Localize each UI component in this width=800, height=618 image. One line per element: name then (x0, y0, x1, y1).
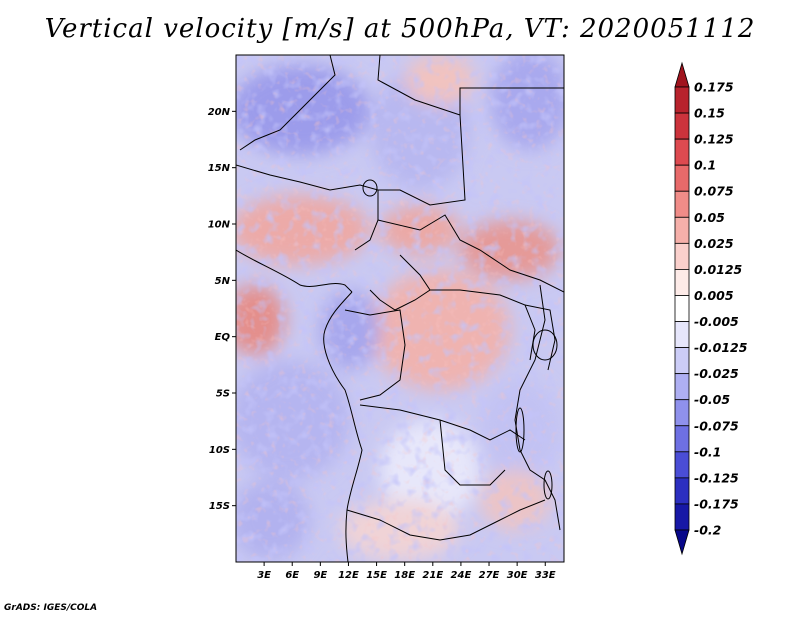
lat-tick-label: 5N (215, 276, 231, 287)
colorbar-segment (674, 164, 690, 192)
colorbar-label: -0.2 (694, 523, 721, 538)
lon-tick-label: 6E (285, 570, 299, 581)
colorbar-label: 0.025 (694, 236, 734, 251)
colorbar-segment (674, 112, 690, 140)
lat-tick-label: 10N (208, 220, 231, 231)
longitude-axis: 3E 6E 9E 12E 15E 18E 21E 24E 27E 30E 33E (257, 562, 556, 581)
colorbar-segment (674, 451, 690, 479)
colorbar-segment (674, 425, 690, 453)
colorbar-segment (674, 529, 690, 556)
map-frame (235, 54, 565, 563)
colorbar-label: 0.125 (694, 132, 734, 147)
colorbar-segment (674, 138, 690, 166)
colorbar-segment (674, 216, 690, 244)
lon-tick-label: 3E (257, 570, 271, 581)
colorbar-label: 0.075 (694, 184, 734, 199)
lon-tick-label: 27E (479, 570, 500, 581)
lat-tick-label: EQ (215, 332, 231, 343)
colorbar-label: 0.0125 (694, 262, 743, 277)
colorbar-segment (674, 61, 690, 88)
colorbar-label: -0.075 (694, 418, 739, 433)
country-borders (236, 55, 564, 562)
colorbar-segment (674, 86, 690, 114)
colorbar-segment (674, 269, 690, 296)
lakes (362, 179, 558, 500)
colorbar-segment (674, 190, 690, 218)
colorbar-segment (674, 477, 690, 505)
colorbar-segment (674, 295, 690, 322)
lat-tick-label: 10S (209, 445, 230, 456)
colorbar-label: 0.15 (694, 106, 725, 121)
colorbar-label: -0.125 (694, 470, 739, 485)
plot-title: Vertical velocity [m/s] at 500hPa, VT: 2… (44, 14, 756, 44)
lon-tick-label: 12E (338, 570, 359, 581)
colorbar-segment (674, 399, 690, 427)
colorbar-label: -0.175 (694, 496, 739, 511)
lon-tick-label: 18E (394, 570, 415, 581)
latitude-axis: 20N 15N 10N 5N EQ 5S 10S 15S (208, 107, 236, 512)
colorbar: 0.175 0.15 0.125 0.1 0.075 0.05 0.025 0.0125 0.0… (674, 61, 748, 556)
colorbar-segment (674, 242, 690, 270)
colorbar-segment (674, 503, 690, 531)
colorbar-label: 0.005 (694, 288, 734, 303)
lon-tick-label: 21E (422, 570, 443, 581)
lat-tick-label: 15N (208, 163, 231, 174)
field-texture-red (236, 55, 564, 562)
lat-tick-label: 5S (216, 389, 230, 400)
lat-tick-label: 20N (208, 107, 231, 118)
lon-tick-label: 24E (451, 570, 472, 581)
grads-credit: GrADS: IGES/COLA (4, 603, 98, 613)
colorbar-label: -0.1 (694, 444, 721, 459)
lon-tick-label: 9E (313, 570, 327, 581)
colorbar-label: -0.05 (694, 392, 730, 407)
colorbar-label: -0.025 (694, 366, 739, 381)
lon-tick-label: 30E (507, 570, 528, 581)
colorbar-label: -0.0125 (694, 340, 748, 355)
lon-tick-label: 15E (366, 570, 387, 581)
map-plot-area (236, 55, 564, 562)
colorbar-segment (674, 321, 690, 348)
colorbar-label: 0.1 (694, 158, 716, 173)
lon-tick-label: 33E (535, 570, 556, 581)
colorbar-label: 0.05 (694, 210, 725, 225)
colorbar-label: 0.175 (694, 80, 734, 95)
colorbar-label: -0.005 (694, 314, 739, 329)
lat-tick-label: 15S (209, 501, 230, 512)
colorbar-segment (674, 373, 690, 401)
colorbar-segment (674, 347, 690, 375)
